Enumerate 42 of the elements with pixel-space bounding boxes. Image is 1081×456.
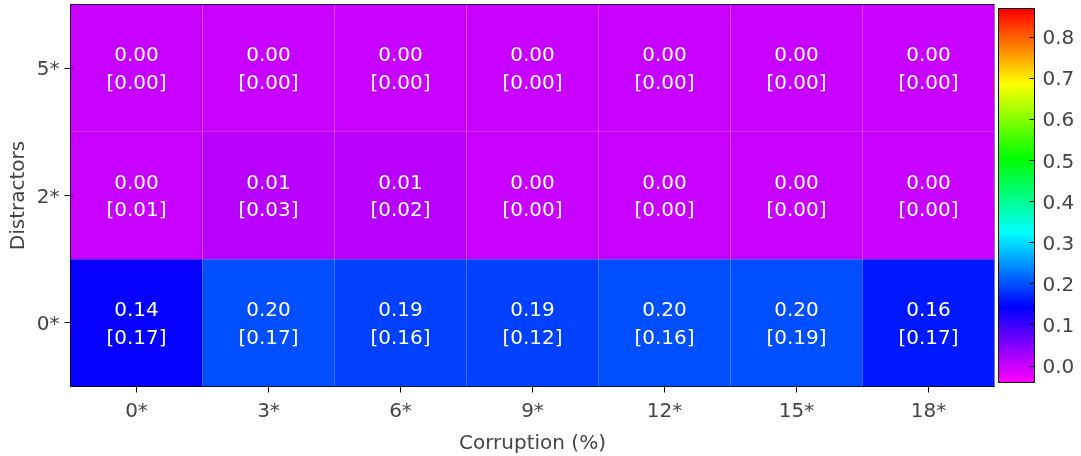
- data-label: 0.19 [0.16]: [370, 297, 431, 349]
- y-tick-label: 5*: [36, 56, 60, 81]
- color-bar-label: 0.0: [1042, 354, 1075, 379]
- color-bar-label: 0.1: [1042, 312, 1075, 337]
- data-label: 0.00 [0.00]: [106, 42, 167, 94]
- x-tick-label: 12*: [646, 397, 683, 422]
- data-label: 0.19 [0.12]: [502, 297, 563, 349]
- data-label: 0.16 [0.17]: [898, 297, 959, 349]
- color-bar-label: 0.7: [1042, 66, 1075, 91]
- data-label: 0.00 [0.00]: [766, 42, 827, 94]
- data-label: 0.00 [0.01]: [106, 169, 167, 222]
- data-label: 0.00 [0.00]: [502, 42, 563, 94]
- data-label: 0.00 [0.00]: [502, 169, 563, 222]
- data-label: 0.00 [0.00]: [634, 169, 695, 222]
- data-label: 0.01 [0.03]: [238, 169, 299, 222]
- data-label: 0.20 [0.17]: [238, 297, 299, 349]
- color-bar-label: 0.2: [1042, 271, 1075, 296]
- x-axis-title: Corruption (%): [459, 429, 606, 454]
- data-label: 0.00 [0.00]: [238, 42, 299, 94]
- color-bar-label: 0.8: [1042, 25, 1075, 50]
- data-label: 0.01 [0.02]: [370, 169, 431, 222]
- x-tick-label: 3*: [257, 397, 280, 422]
- color-bar-label: 0.6: [1042, 107, 1075, 132]
- data-label: 0.20 [0.19]: [766, 297, 827, 349]
- y-tick-label: 2*: [36, 183, 60, 208]
- data-label: 0.00 [0.00]: [634, 42, 695, 94]
- data-label: 0.00 [0.00]: [898, 42, 959, 94]
- data-label: 0.00 [0.00]: [898, 169, 959, 222]
- x-tick-label: 15*: [778, 397, 815, 422]
- x-tick-label: 9*: [521, 397, 544, 422]
- data-label: 0.14 [0.17]: [106, 297, 167, 349]
- y-tick-label: 0*: [36, 310, 60, 335]
- color-bar-label: 0.3: [1042, 230, 1075, 255]
- data-label: 0.20 [0.16]: [634, 297, 695, 349]
- color-bar-label: 0.5: [1042, 148, 1075, 173]
- x-tick-label: 0*: [125, 397, 148, 422]
- color-bar-label: 0.4: [1042, 189, 1075, 214]
- x-tick-label: 6*: [389, 397, 412, 422]
- data-label: 0.00 [0.00]: [766, 169, 827, 222]
- y-axis-title: Distractors: [4, 140, 29, 251]
- data-label: 0.00 [0.00]: [370, 42, 431, 94]
- x-tick-label: 18*: [910, 397, 947, 422]
